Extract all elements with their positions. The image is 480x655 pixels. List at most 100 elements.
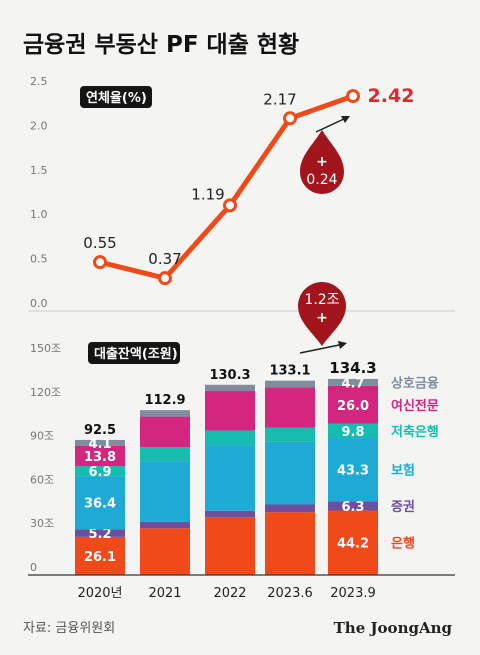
bar-segment [328,510,378,575]
line-legend-label: 연체율(%) [86,90,147,106]
bar-segment [140,410,190,417]
bar-segment-value-label: 26.0 [337,399,369,414]
series-name-label: 저축은행 [391,424,439,440]
delinquency-rate-value-label: 0.37 [148,250,181,268]
bar-total-label: 134.3 [329,359,376,377]
bar-segment [140,528,190,575]
bar-total-label: 130.3 [209,368,250,383]
bar-segment [205,510,255,518]
bar-segment-value-label: 6.9 [88,465,111,480]
x-category-label: 2023.6 [267,586,313,601]
rate-increase-value: 0.24 [306,172,337,188]
line-y-tick-label: 1.5 [30,164,48,177]
line-y-tick-label: 2.5 [30,75,48,88]
bar-total-label: 92.5 [84,423,116,438]
delinquency-rate-chart: 0.0 0.5 1.0 1.5 2.0 2.5 연체율(%) 0.55 0.37 1.19 2.17… [28,75,455,312]
bar-segment-value-label: 26.1 [84,550,116,565]
bar-segment [205,391,255,431]
bar-segment [265,504,315,513]
bar-segment [205,384,255,392]
bar-segment [205,430,255,446]
delinquency-rate-point [158,271,172,286]
delinquency-rate-value-label: 0.55 [83,234,116,252]
rate-increase-sign: + [316,154,328,170]
bar-segment [265,441,315,505]
page-title: 금융권 부동산 PF 대출 현황 [23,32,299,58]
bar-segment-value-label: 36.4 [84,497,116,512]
bar-total-label: 112.9 [144,393,185,408]
bar-segment [75,536,125,575]
bar-segment [328,385,378,424]
bar-legend-label: 대출잔액(조원) [94,346,178,362]
loan-balance-chart: 0 30조 60조 90조 120조 150조 대출잔액(조원) 26.1 5.2 36.4 6.9… [28,282,455,601]
rate-increase-drop-badge [300,130,344,194]
bar-increase-arrow [299,343,345,354]
bar-segment-value-label: 44.2 [337,537,369,552]
bar-segment [328,378,378,386]
series-name-label: 상호금융 [391,375,439,391]
bar-segment [75,439,125,446]
source-note: 자료: 금융위원회 [23,621,115,636]
series-name-label: 여신전문 [391,398,439,414]
delinquency-rate-value-label: 2.17 [263,90,296,108]
x-category-label: 2023.9 [330,586,376,601]
bar-y-tick-label: 90조 [30,430,54,443]
line-y-tick-label: 0.5 [30,253,48,266]
line-y-tick-label: 0.0 [30,297,48,310]
bar-segment [265,512,315,575]
balance-increase-pin-badge [298,282,346,346]
bar-segment [140,461,190,522]
bar-y-tick-label: 150조 [30,342,61,355]
bar-legend-box [88,342,180,364]
balance-increase-value: 1.2조 [304,292,339,308]
bar-y-tick-label: 30조 [30,517,54,530]
bar-segment [75,476,125,530]
bar-segment [328,423,378,439]
series-name-label: 은행 [391,536,415,552]
line-legend-box [80,86,152,108]
brand-logo: The JoongAng [334,619,453,637]
bar-segment [75,445,125,467]
bar-segment-value-label: 4.7 [341,376,364,391]
bar-segment [140,447,190,462]
bar-segment-value-label: 9.8 [341,425,364,440]
line-y-tick-label: 2.0 [30,119,48,132]
bar-segment-value-label: 6.3 [341,500,364,515]
bar-segment-value-label: 4.1 [88,437,111,452]
bar-segment [205,445,255,511]
bar-total-label: 133.1 [269,364,310,379]
line-increase-arrowhead [341,116,350,123]
bar-segment [75,529,125,537]
bar-segment [328,438,378,502]
series-name-label: 증권 [391,500,415,515]
delinquency-rate-point [283,111,297,126]
delinquency-rate-point [223,198,237,213]
x-category-label: 2020년 [77,586,122,601]
bar-segment-value-label: 5.2 [88,527,111,542]
line-y-tick-label: 1.0 [30,208,48,221]
delinquency-rate-value-label: 1.19 [191,185,224,203]
x-category-label: 2022 [213,586,246,601]
bar-segment-value-label: 43.3 [337,464,369,479]
bar-y-tick-label: 0 [30,561,37,574]
bar-segment-value-label: 13.8 [84,450,116,465]
line-increase-arrow [315,116,349,133]
delinquency-rate-point [93,255,107,270]
bar-segment [265,380,315,388]
bar-segment [140,416,190,448]
bar-segment [140,521,190,529]
balance-increase-sign: + [316,310,328,326]
bar-segment [265,387,315,428]
bar-segment [265,427,315,442]
bar-y-tick-label: 60조 [30,473,54,486]
x-category-label: 2021 [148,586,181,601]
delinquency-rate-point [346,89,360,104]
bar-segment [205,517,255,575]
bar-segment [75,466,125,477]
bar-segment [328,501,378,511]
bar-y-tick-label: 120조 [30,386,61,399]
delinquency-rate-value-label: 2.42 [368,85,415,107]
series-name-label: 보험 [391,463,415,479]
bar-increase-arrowhead [338,341,347,349]
